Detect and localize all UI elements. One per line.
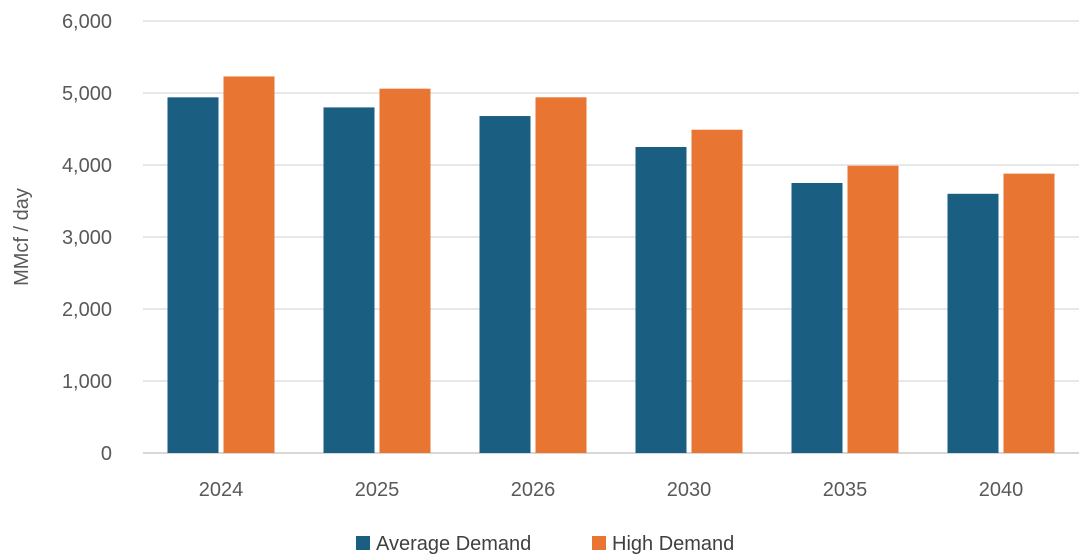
y-tick-label: 4,000 bbox=[62, 155, 112, 177]
bar-average-demand-2025 bbox=[323, 107, 375, 454]
bar-high-demand-2026 bbox=[535, 97, 587, 453]
y-tick-label: 3,000 bbox=[62, 227, 112, 249]
legend-swatch bbox=[592, 536, 606, 550]
y-tick-label: 5,000 bbox=[62, 83, 112, 105]
y-tick-label: 0 bbox=[101, 443, 112, 465]
legend: Average Demand High Demand bbox=[356, 533, 734, 554]
x-tick-label: 2024 bbox=[199, 479, 244, 501]
gridlines bbox=[143, 20, 1079, 454]
y-tick-label: 2,000 bbox=[62, 299, 112, 321]
bar-average-demand-2030 bbox=[635, 147, 687, 453]
x-tick-label: 2035 bbox=[823, 479, 868, 501]
bar-high-demand-2024 bbox=[223, 76, 275, 453]
legend-label: Average Demand bbox=[376, 533, 531, 554]
y-axis-tick-labels: 0 1,000 2,000 3,000 4,000 5,000 6,000 bbox=[62, 11, 112, 465]
y-axis-title: MMcf / day bbox=[11, 188, 33, 286]
x-tick-label: 2025 bbox=[355, 479, 400, 501]
bar-average-demand-2040 bbox=[947, 193, 999, 454]
y-tick-label: 6,000 bbox=[62, 11, 112, 33]
y-tick-label: 1,000 bbox=[62, 371, 112, 393]
x-axis-tick-labels: 2024 2025 2026 2030 2035 2040 bbox=[199, 479, 1024, 501]
x-tick-label: 2040 bbox=[979, 479, 1024, 501]
bar-average-demand-2035 bbox=[791, 183, 843, 453]
legend-swatch bbox=[356, 536, 370, 550]
legend-label: High Demand bbox=[612, 533, 734, 554]
bar-average-demand-2024 bbox=[167, 97, 219, 453]
bar-high-demand-2040 bbox=[1003, 173, 1055, 453]
x-tick-label: 2026 bbox=[511, 479, 556, 501]
bar-average-demand-2026 bbox=[479, 116, 531, 453]
x-tick-label: 2030 bbox=[667, 479, 712, 501]
bar-high-demand-2025 bbox=[379, 88, 431, 454]
bars bbox=[167, 76, 1055, 454]
bar-high-demand-2035 bbox=[847, 165, 899, 453]
bar-high-demand-2030 bbox=[691, 129, 743, 453]
